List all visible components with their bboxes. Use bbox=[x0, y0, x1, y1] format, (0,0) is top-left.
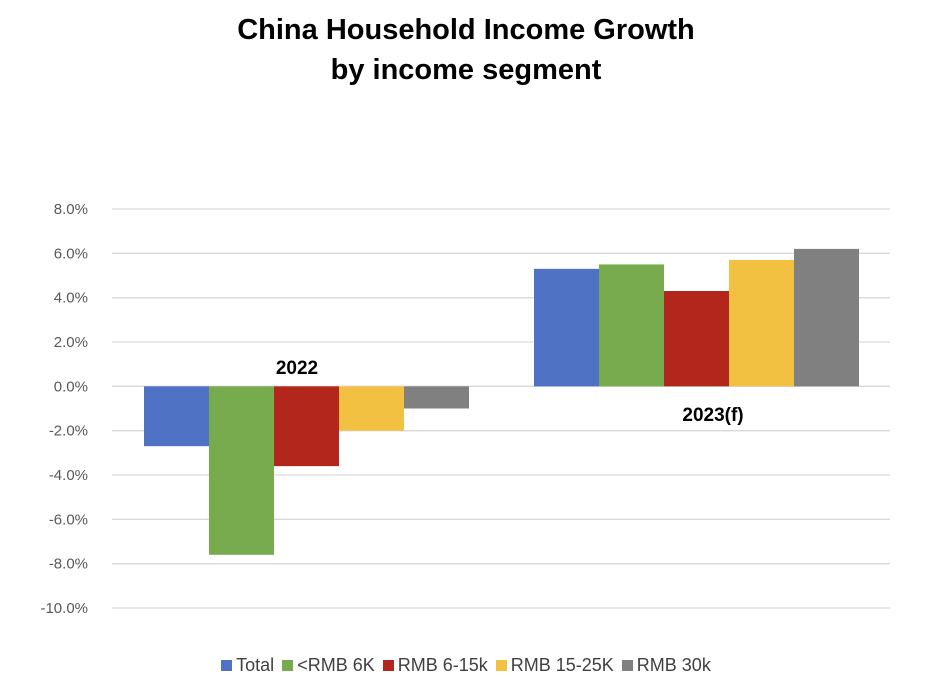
legend-swatch bbox=[621, 660, 633, 671]
chart-title-block: China Household Income Growth by income … bbox=[0, 10, 932, 90]
bar-2023f-4 bbox=[794, 248, 859, 387]
y-tick-label: -10.0% bbox=[40, 600, 88, 617]
y-axis-tick-labels: 8.0% 6.0% 4.0% 2.0% 0.0% -2.0% -4.0% -6.0% -8.0%… bbox=[40, 201, 88, 617]
chart-title: China Household Income Growth bbox=[237, 14, 695, 46]
legend-item: <RMB 6K bbox=[282, 655, 375, 676]
legend-item: RMB 6-15k bbox=[382, 655, 488, 676]
y-tick-label: 2.0% bbox=[54, 334, 88, 351]
legend-swatch bbox=[282, 660, 294, 671]
legend-label: RMB 6-15k bbox=[397, 655, 488, 675]
bar-2023f-3 bbox=[729, 259, 794, 387]
y-tick-label: 4.0% bbox=[54, 290, 88, 307]
y-tick-label: -2.0% bbox=[49, 423, 88, 440]
y-tick-label: 0.0% bbox=[54, 378, 88, 395]
bar-2023f-2 bbox=[664, 291, 729, 387]
bar-2022-0 bbox=[144, 386, 209, 447]
legend-item: Total bbox=[221, 655, 274, 676]
legend-item: RMB 15-25K bbox=[495, 655, 614, 676]
y-tick-label: 6.0% bbox=[54, 245, 88, 262]
bar-2022-2 bbox=[274, 386, 339, 467]
legend-label: Total bbox=[236, 655, 275, 675]
bar-chart: 8.0% 6.0% 4.0% 2.0% 0.0% -2.0% -4.0% -6.0% -8.0%… bbox=[40, 201, 890, 617]
legend-swatch bbox=[382, 660, 394, 671]
chart-subtitle: by income segment bbox=[330, 54, 602, 86]
y-tick-label: 8.0% bbox=[54, 201, 88, 218]
bar-2022-4 bbox=[404, 386, 469, 409]
y-tick-label: -8.0% bbox=[49, 556, 88, 573]
legend-swatch bbox=[495, 660, 507, 671]
bar-2023f-0 bbox=[534, 268, 599, 387]
legend-label: RMB 30k bbox=[636, 655, 711, 675]
y-tick-label: -4.0% bbox=[49, 467, 88, 484]
bar-2022-3 bbox=[339, 386, 404, 431]
legend: Total <RMB 6K RMB 6-15k RMB 15-25K RMB 30k bbox=[0, 655, 932, 676]
legend-swatch bbox=[221, 660, 233, 671]
legend-label: RMB 15-25K bbox=[510, 655, 614, 675]
category-label: 2023(f) bbox=[682, 405, 743, 426]
y-tick-label: -6.0% bbox=[49, 511, 88, 528]
bar-2022-1 bbox=[209, 386, 274, 555]
category-labels: 2022 2023(f) bbox=[276, 358, 744, 426]
legend-label: <RMB 6K bbox=[297, 655, 375, 675]
legend-item: RMB 30k bbox=[621, 655, 711, 676]
bar-2023f-1 bbox=[599, 264, 664, 387]
category-label: 2022 bbox=[276, 358, 318, 379]
bars bbox=[144, 248, 859, 555]
